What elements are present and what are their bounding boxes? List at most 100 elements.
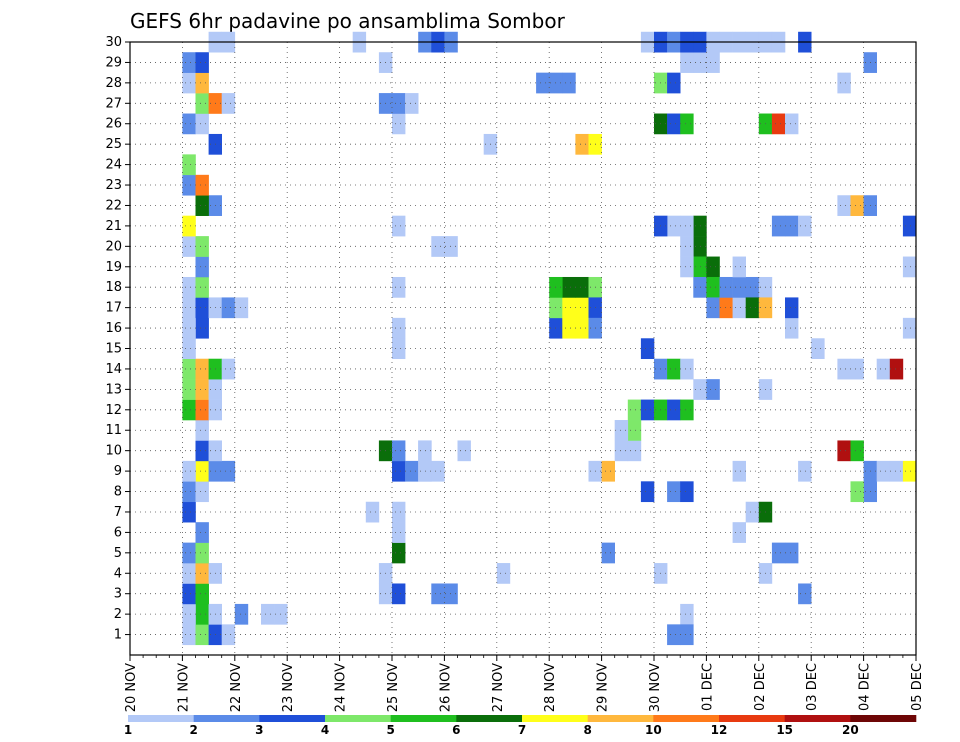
heatmap-cell (798, 460, 812, 482)
heatmap-cell (680, 358, 694, 380)
heatmap-cell (195, 481, 209, 503)
x-tick-label: 03 DEC (805, 663, 820, 711)
heatmap-cell (680, 52, 694, 73)
heatmap-cell (182, 276, 196, 298)
heatmap-cell (771, 215, 786, 237)
heatmap-cell (261, 603, 275, 625)
heatmap-cell (667, 481, 681, 503)
heatmap-cell (601, 460, 615, 482)
x-tick-label: 01 DEC (700, 663, 715, 711)
colorbar-tick-label: 1 (124, 723, 132, 737)
heatmap-cell (850, 195, 864, 216)
heatmap-cell (680, 481, 694, 503)
heatmap-cell (195, 174, 209, 196)
heatmap-cell (221, 93, 236, 114)
x-tick-label: 24 NOV (334, 663, 349, 712)
heatmap-cell (785, 113, 799, 135)
heatmap-cell (640, 399, 655, 421)
heatmap-cell (392, 440, 406, 462)
heatmap-cell (195, 256, 209, 278)
heatmap-cell (601, 542, 615, 564)
heatmap-cell (771, 542, 786, 564)
heatmap-cell (850, 358, 864, 380)
heatmap-cell (719, 297, 733, 319)
colorbar-tick-label: 6 (452, 723, 460, 737)
grid-lines (130, 41, 916, 655)
heatmap-cell (889, 358, 904, 380)
heatmap-cell (392, 583, 406, 605)
colorbar-swatch (193, 715, 260, 722)
y-tick-label: 27 (105, 96, 122, 111)
colorbar-tick-label: 12 (711, 723, 728, 737)
heatmap-cell (182, 481, 196, 503)
y-tick-label: 22 (105, 198, 122, 213)
y-tick-label: 14 (105, 362, 122, 377)
heatmap-cell (575, 276, 589, 298)
heatmap-cell (732, 276, 746, 298)
heatmap-cell (182, 563, 196, 584)
heatmap-cell (745, 501, 760, 523)
y-tick-label: 18 (105, 280, 122, 295)
heatmap-cell (195, 379, 209, 400)
heatmap-cell (182, 583, 196, 605)
heatmap-cell (221, 624, 236, 646)
heatmap-cell (798, 583, 812, 605)
colorbar-tick-label: 4 (321, 723, 329, 737)
heatmap-cell (798, 215, 812, 237)
heatmap-cell (627, 420, 642, 441)
heatmap-cell (392, 338, 406, 360)
heatmap-cell (627, 399, 642, 421)
colorbar-tick-label: 5 (386, 723, 394, 737)
heatmap-cell (195, 93, 209, 114)
x-axis: 20 NOV 21 NOV 22 NOV 23 NOV 24 NOV 25 NOV 26 N… (124, 655, 925, 712)
x-tick-label: 28 NOV (543, 663, 558, 712)
y-tick-label: 23 (105, 178, 122, 193)
colorbar-swatch (456, 715, 523, 722)
heatmap-cell (392, 215, 406, 237)
colorbar-swatch (850, 715, 917, 722)
x-tick-label: 02 DEC (753, 663, 768, 711)
heatmap-cell (221, 460, 236, 482)
heatmap-cell (182, 174, 196, 196)
heatmap-cell (680, 236, 694, 257)
heatmap-cell (444, 236, 458, 257)
heatmap-cell (405, 93, 419, 114)
heatmap-cell (732, 256, 746, 278)
y-tick-label: 25 (105, 137, 122, 152)
heatmap-cell (496, 563, 511, 584)
heatmap-cell (392, 276, 406, 298)
heatmap-cell (680, 624, 694, 646)
x-tick-label: 29 NOV (596, 663, 611, 712)
y-tick-label: 20 (105, 239, 122, 254)
heatmap-cell (562, 317, 576, 339)
heatmap-cell (837, 440, 851, 462)
y-tick-label: 10 (105, 444, 122, 459)
y-tick-label: 19 (105, 260, 122, 275)
y-tick-label: 17 (105, 301, 122, 316)
y-tick-label: 5 (114, 546, 122, 561)
heatmap-cell (392, 501, 406, 523)
heatmap-cell (771, 113, 786, 135)
colorbar-tick-label: 15 (776, 723, 793, 737)
heatmap-cell (418, 440, 432, 462)
colorbar: 1 2 3 4 5 6 7 8 10 12 15 20 (124, 715, 917, 737)
heatmap-cell (706, 297, 720, 319)
colorbar-tick-label: 2 (189, 723, 197, 737)
y-tick-label: 9 (114, 464, 122, 479)
heatmap-cell (562, 276, 576, 298)
x-tick-label: 21 NOV (176, 663, 191, 712)
colorbar-swatch (390, 715, 457, 722)
heatmap-cell (902, 256, 917, 278)
heatmap-cell (680, 603, 694, 625)
heatmap-cell (234, 603, 249, 625)
y-tick-label: 29 (105, 55, 122, 70)
heatmap-cell (392, 460, 406, 482)
heatmap-cell (195, 399, 209, 421)
heatmap-cell (392, 542, 406, 564)
colorbar-tick-label: 10 (645, 723, 662, 737)
heatmap-cell (221, 297, 236, 319)
heatmap-cell (640, 338, 655, 360)
heatmap-cell (745, 297, 760, 319)
heatmap-cell (575, 297, 589, 319)
heatmap-cell (392, 93, 406, 114)
